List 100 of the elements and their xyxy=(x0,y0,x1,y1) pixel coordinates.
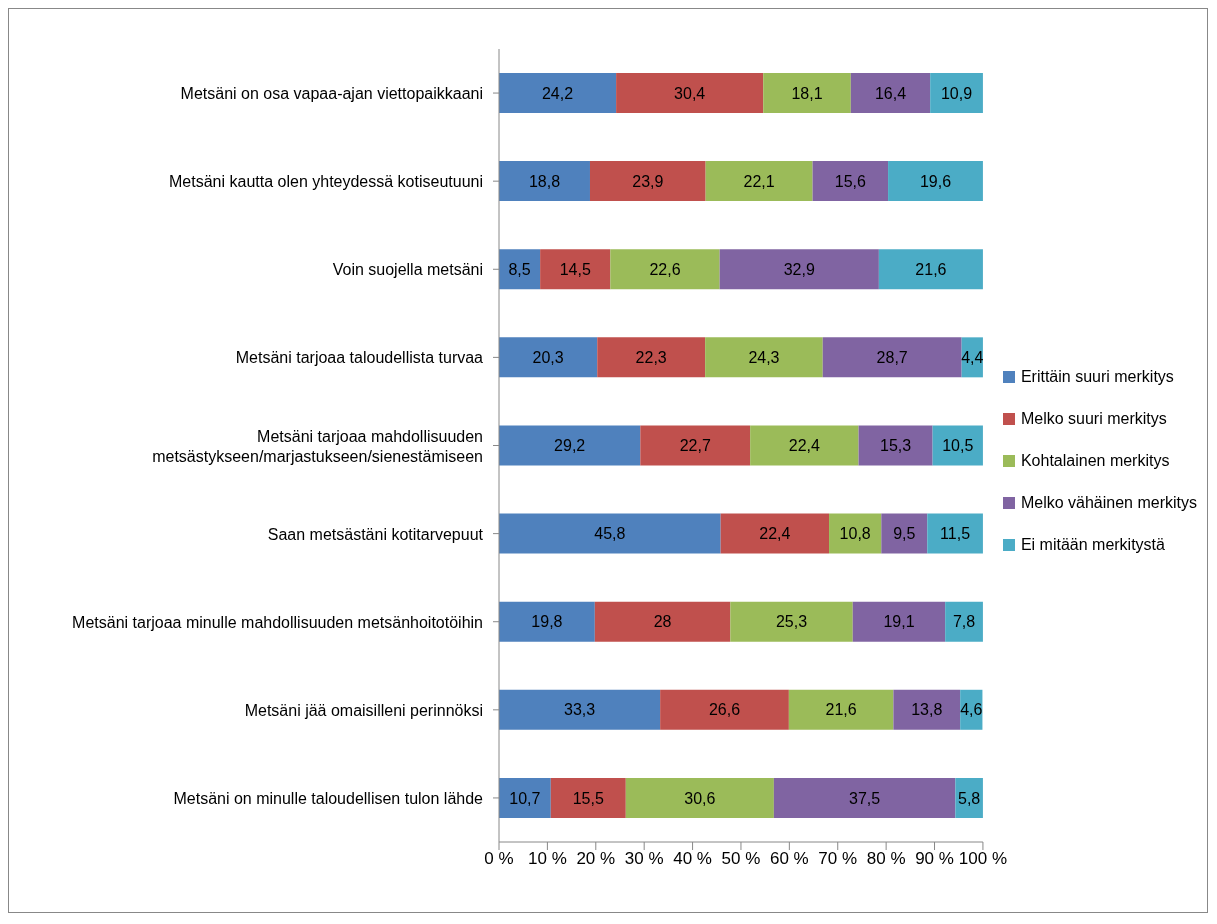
bar xyxy=(499,73,617,113)
x-tick-label: 40 % xyxy=(673,849,712,869)
data-label: 19,6 xyxy=(919,172,952,190)
data-label: 18,8 xyxy=(528,172,561,190)
data-label: 10,7 xyxy=(509,789,541,807)
bar xyxy=(930,73,983,113)
legend-label: Kohtalainen merkitys xyxy=(1020,451,1170,470)
data-label: 21,6 xyxy=(915,260,947,278)
x-tick-label: 10 % xyxy=(528,849,567,869)
x-tick-label: 0 % xyxy=(484,849,514,869)
data-label: 22,4 xyxy=(759,525,791,543)
data-label: 24,2 xyxy=(541,84,574,102)
bar xyxy=(616,73,764,113)
x-tick-label: 100 % xyxy=(958,849,1008,869)
data-label: 19,1 xyxy=(883,613,915,631)
bar xyxy=(888,161,983,202)
y-tick-label: Metsäni on osa vapaa-ajan viettopaikkaani xyxy=(180,85,483,103)
data-label: 8,5 xyxy=(508,260,531,278)
data-label: 28 xyxy=(653,613,672,631)
data-label: 29,2 xyxy=(554,437,586,455)
bar xyxy=(640,425,751,466)
legend-label: Ei mitään merkitystä xyxy=(1020,535,1165,554)
bar xyxy=(812,161,889,202)
y-tick-label: Metsäni tarjoaa taloudellista turvaa xyxy=(235,349,484,367)
bar xyxy=(499,161,590,202)
bar xyxy=(540,249,611,290)
data-label: 37,5 xyxy=(849,789,881,807)
bar xyxy=(932,425,983,466)
y-tick-label: Metsäni kautta olen yhteydessä kotiseutuuni xyxy=(169,173,483,191)
data-label: 19,8 xyxy=(531,613,563,631)
bar xyxy=(750,425,859,466)
bar xyxy=(660,689,789,730)
x-tick-label: 50 % xyxy=(721,849,761,869)
data-label: 18,1 xyxy=(791,84,823,102)
bar xyxy=(945,601,983,642)
legend-label: Melko suuri merkitys xyxy=(1020,409,1167,428)
data-label: 21,6 xyxy=(825,701,857,719)
data-label: 28,7 xyxy=(876,349,908,367)
y-tick-label: Metsäni tarjoaa mahdollisuuden metsästykseen/marjastukseen/sienestämiseen xyxy=(152,427,483,465)
data-label: 14,5 xyxy=(559,260,591,278)
bar xyxy=(878,249,983,290)
data-label: 22,1 xyxy=(743,172,775,190)
bar xyxy=(610,249,720,290)
data-label: 23,9 xyxy=(632,172,664,190)
bar xyxy=(773,777,956,818)
x-tick-label: 80 % xyxy=(866,849,906,869)
bar xyxy=(829,513,882,554)
data-label: 33,3 xyxy=(564,701,596,719)
data-label: 4,4 xyxy=(961,349,984,367)
y-tick-label: Metsäni jää omaisilleni perinnöksi xyxy=(244,701,483,719)
x-tick-label: 30 % xyxy=(624,849,664,869)
bar xyxy=(881,513,928,554)
bar xyxy=(499,425,641,466)
data-label: 22,7 xyxy=(679,437,711,455)
legend-label: Erittäin suuri merkitys xyxy=(1020,367,1174,386)
bar xyxy=(499,689,661,730)
data-label: 22,3 xyxy=(635,349,667,367)
x-tick-label: 60 % xyxy=(769,849,809,869)
y-tick-label: Metsäni on minulle taloudellisen tulon lähde xyxy=(173,789,484,807)
data-label: 10,9 xyxy=(940,84,973,102)
data-label: 32,9 xyxy=(783,260,815,278)
data-label: 22,6 xyxy=(649,260,681,278)
bar xyxy=(594,601,731,642)
bar xyxy=(852,601,946,642)
bar xyxy=(589,161,706,202)
data-label: 9,5 xyxy=(893,525,916,543)
data-label: 16,4 xyxy=(874,84,907,102)
x-tick-label: 20 % xyxy=(576,849,616,869)
x-tick-label: 70 % xyxy=(818,849,858,869)
y-tick-label: Voin suojella metsäni xyxy=(332,261,483,279)
data-label: 20,3 xyxy=(532,349,564,367)
bar xyxy=(705,161,813,202)
data-label: 22,4 xyxy=(788,437,821,455)
data-label: 4,6 xyxy=(960,701,983,719)
bar xyxy=(499,601,595,642)
data-label: 30,4 xyxy=(674,84,706,102)
bar xyxy=(763,73,851,113)
bar xyxy=(927,513,983,554)
bar xyxy=(719,249,879,290)
data-label: 26,6 xyxy=(708,701,741,719)
data-label: 13,8 xyxy=(911,701,943,719)
bar xyxy=(550,777,626,818)
bar xyxy=(730,601,853,642)
legend-label: Melko vähäinen merkitys xyxy=(1020,493,1197,512)
data-label: 10,5 xyxy=(942,437,974,455)
bar xyxy=(597,337,706,378)
bar xyxy=(858,425,933,466)
data-label: 7,8 xyxy=(952,613,976,631)
data-label: 30,6 xyxy=(684,789,716,807)
data-label: 15,5 xyxy=(572,789,604,807)
bar xyxy=(625,777,774,818)
data-label: 45,8 xyxy=(594,525,626,543)
data-label: 5,8 xyxy=(958,789,981,807)
bar xyxy=(788,689,894,730)
data-label: 11,5 xyxy=(940,525,971,543)
data-label: 25,3 xyxy=(775,613,808,631)
bar xyxy=(850,73,931,113)
bar xyxy=(499,513,721,554)
bar xyxy=(499,777,551,818)
bar xyxy=(720,513,830,554)
